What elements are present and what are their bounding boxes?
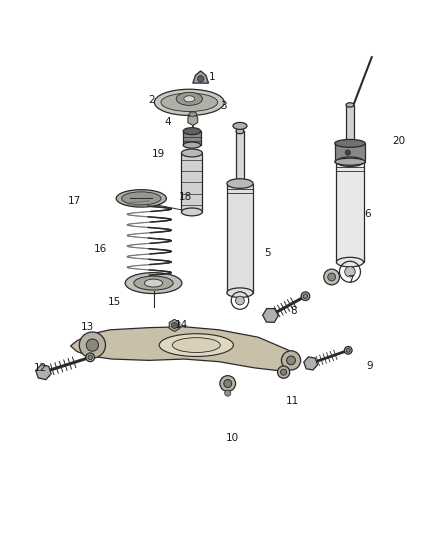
Ellipse shape [125,272,182,294]
Ellipse shape [145,279,162,287]
Circle shape [287,356,295,365]
Text: 18: 18 [178,192,191,201]
Polygon shape [304,357,318,370]
Bar [336,161,364,262]
Circle shape [225,390,231,396]
Circle shape [79,332,106,358]
Text: 9: 9 [366,361,373,371]
Circle shape [220,376,236,391]
Polygon shape [193,71,208,83]
Circle shape [282,351,300,370]
Bar [227,183,253,293]
Circle shape [344,346,352,354]
Ellipse shape [159,334,233,357]
Bar [335,143,365,161]
Text: 2: 2 [148,95,155,104]
Ellipse shape [176,92,202,106]
Circle shape [236,296,244,305]
Circle shape [171,322,177,328]
Text: 5: 5 [264,248,270,259]
Circle shape [86,339,99,351]
Polygon shape [71,327,300,372]
Ellipse shape [335,140,365,147]
Ellipse shape [116,190,166,207]
Ellipse shape [154,89,224,116]
Ellipse shape [336,157,364,166]
Circle shape [345,150,350,155]
Ellipse shape [189,112,197,116]
Ellipse shape [181,149,202,157]
Bar [183,131,201,145]
Polygon shape [188,114,198,125]
Ellipse shape [227,179,253,188]
Bar [181,153,202,212]
Circle shape [86,353,95,361]
Text: 14: 14 [175,320,188,330]
Text: 1: 1 [209,71,216,82]
Ellipse shape [236,128,244,134]
Circle shape [224,379,232,387]
Polygon shape [169,319,180,332]
Text: 3: 3 [220,101,227,111]
Ellipse shape [181,208,202,216]
Ellipse shape [183,128,201,135]
Ellipse shape [122,192,161,205]
Polygon shape [36,365,51,379]
Ellipse shape [335,158,365,165]
Circle shape [328,273,336,281]
Ellipse shape [336,257,364,267]
Bar [236,131,244,183]
Text: 7: 7 [346,276,353,286]
Circle shape [303,294,307,298]
Text: 4: 4 [165,117,171,126]
Circle shape [278,366,290,378]
Ellipse shape [134,276,173,290]
Text: 16: 16 [94,244,107,254]
Polygon shape [263,309,279,322]
Text: 20: 20 [392,136,406,146]
Ellipse shape [346,103,354,107]
Bar [346,105,354,144]
Circle shape [301,292,310,301]
Ellipse shape [233,123,247,130]
Text: 10: 10 [226,433,239,442]
Text: 11: 11 [286,396,299,406]
Text: 6: 6 [364,209,371,219]
Ellipse shape [183,142,201,148]
Text: 13: 13 [81,322,94,332]
Text: 17: 17 [67,196,81,206]
Circle shape [346,349,350,352]
Text: 15: 15 [108,297,121,308]
Ellipse shape [161,93,218,111]
Text: 8: 8 [290,306,297,316]
Ellipse shape [227,288,253,297]
Circle shape [345,266,355,277]
Text: 12: 12 [34,363,47,373]
Ellipse shape [346,142,354,147]
Circle shape [281,369,287,375]
Circle shape [324,269,339,285]
Circle shape [88,355,92,360]
Text: 19: 19 [152,149,166,159]
Circle shape [198,76,204,82]
Ellipse shape [172,338,220,352]
Ellipse shape [184,96,195,102]
